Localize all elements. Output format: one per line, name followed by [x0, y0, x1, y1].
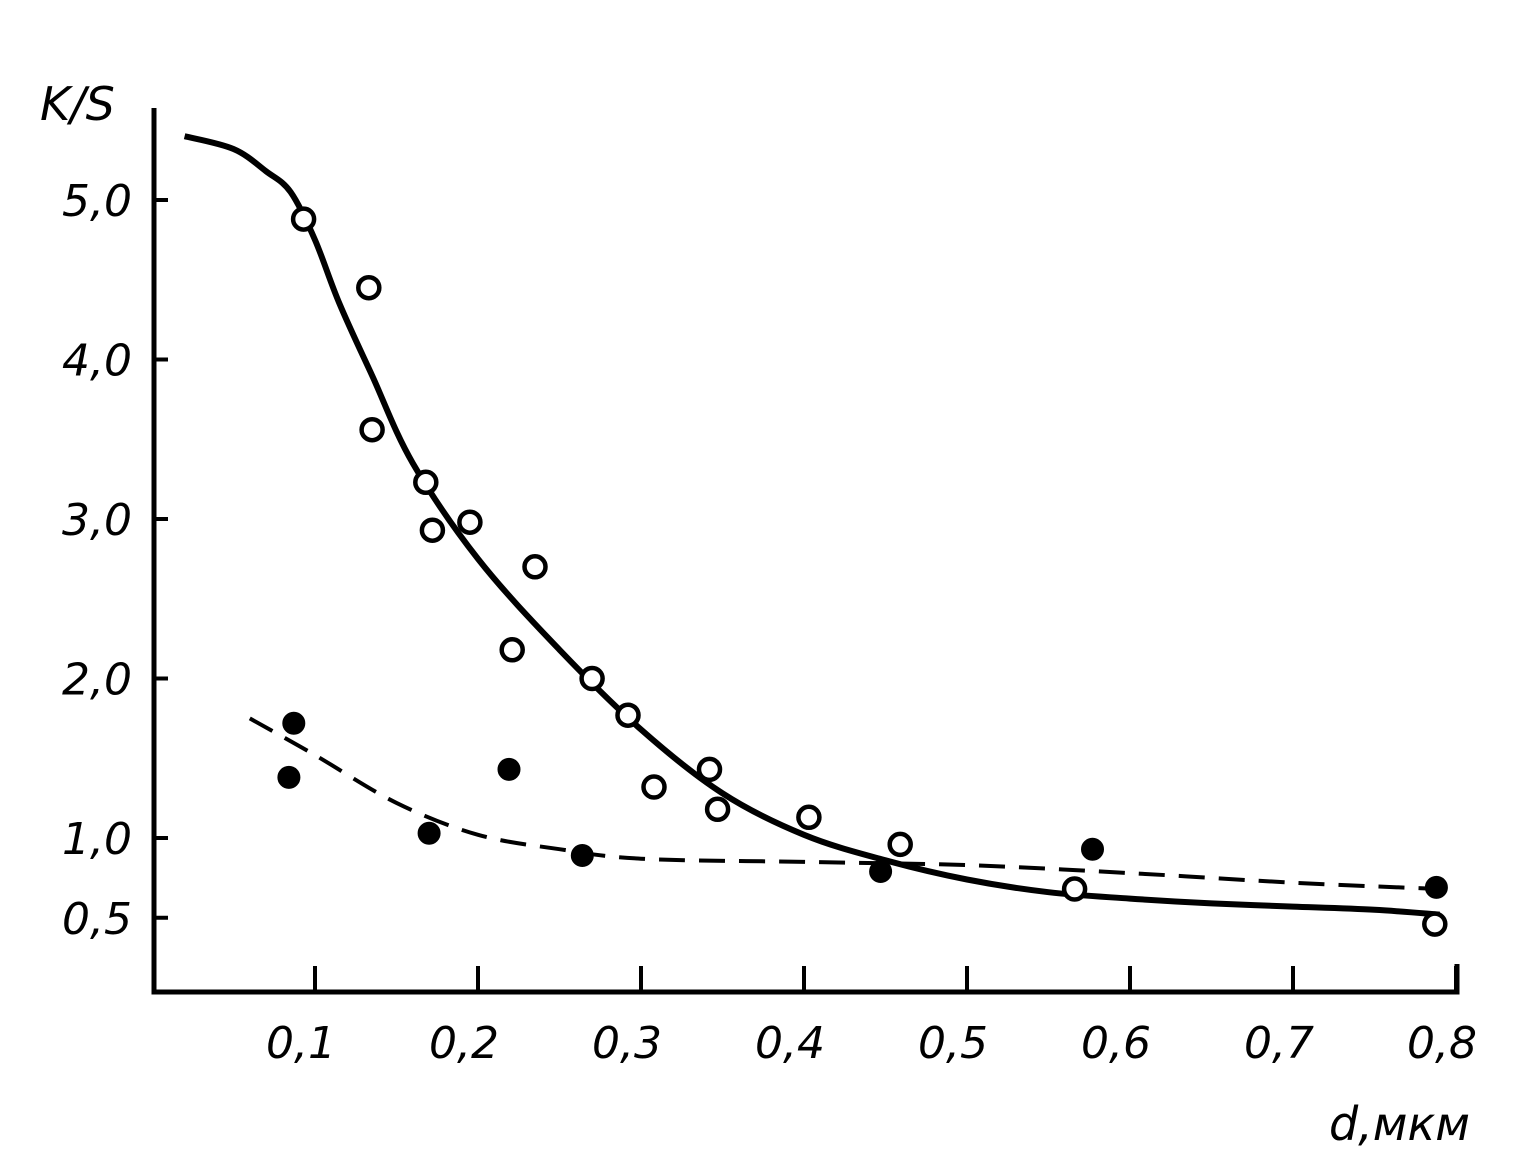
- x-tick-label: 0,6: [1081, 1018, 1151, 1069]
- open-circle-point: [457, 509, 483, 535]
- open-circle-point: [356, 274, 382, 301]
- data-points: [277, 206, 1448, 937]
- x-axis-label: d,мкм: [1329, 1097, 1470, 1151]
- x-axis-ticks: 0,1 0,2 0,3 0,4 0,5 0,6 0,7 0,8: [266, 966, 1477, 1069]
- filled-circle-point: [282, 711, 306, 735]
- filled-circle-point: [570, 844, 594, 867]
- open-circle-point: [359, 416, 385, 443]
- filled-circle-point: [277, 765, 301, 789]
- x-tick-label: 0,3: [592, 1018, 662, 1069]
- y-tick-label: 5,0: [62, 176, 132, 227]
- y-tick-label: 1,0: [62, 814, 132, 865]
- open-circle-point: [704, 796, 731, 823]
- filled-circle-point: [869, 860, 893, 883]
- open-circle-point: [796, 804, 822, 831]
- open-circle-point: [290, 206, 317, 232]
- y-tick-label: 3,0: [62, 495, 132, 546]
- open-circle-point: [615, 702, 641, 728]
- x-tick-label: 0,4: [755, 1018, 825, 1069]
- open-circle-point: [413, 469, 439, 496]
- axes: [151, 108, 1460, 995]
- open-circle-point: [1422, 911, 1448, 937]
- y-tick-label: 4,0: [62, 336, 132, 387]
- axis-lines: [151, 108, 1460, 995]
- y-axis-ticks: 0,5 1,0 2,0 3,0 4,0 5,0: [62, 176, 168, 945]
- open-circle-point: [499, 637, 525, 663]
- open-circle-point: [887, 831, 913, 858]
- filled-circle-point: [417, 821, 441, 845]
- fit-curves: [183, 133, 1440, 918]
- filled-circle-point: [1424, 875, 1448, 899]
- filled-circle-point: [1081, 837, 1104, 861]
- open-circle-point: [696, 756, 723, 783]
- x-tick-label: 0,8: [1407, 1018, 1477, 1069]
- solid-fit-curve: [183, 133, 1440, 918]
- x-tick-label: 0,5: [918, 1018, 988, 1069]
- dashed-fit-curve: [248, 716, 1440, 891]
- y-axis-label: K/S: [40, 77, 115, 131]
- x-tick-label: 0,2: [429, 1018, 499, 1069]
- open-circle-point: [522, 554, 548, 580]
- open-circle-point: [419, 517, 446, 543]
- x-tick-label: 0,1: [266, 1018, 336, 1069]
- open-circle-point: [579, 665, 605, 692]
- filled-circle-point: [497, 757, 521, 781]
- open-circle-point: [641, 774, 667, 800]
- y-tick-label: 0,5: [62, 894, 132, 945]
- x-tick-label: 0,7: [1244, 1018, 1314, 1069]
- open-circle-point: [1061, 876, 1088, 902]
- y-tick-label: 2,0: [62, 655, 132, 706]
